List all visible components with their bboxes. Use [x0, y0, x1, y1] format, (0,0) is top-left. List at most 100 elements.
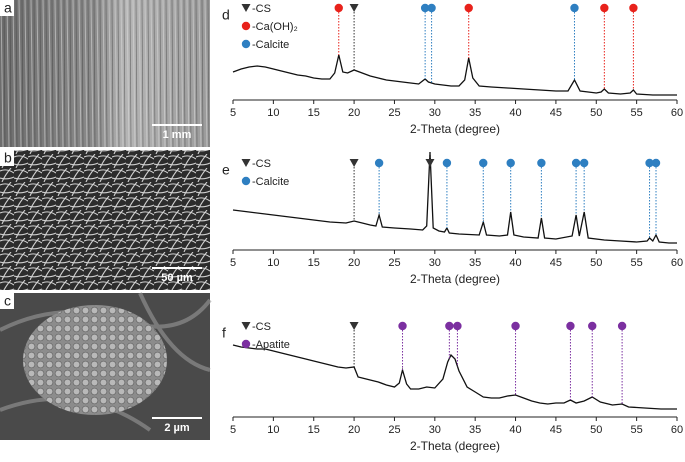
sem-labels: a 1 mm b 50 µm c 2 µm [0, 0, 202, 434]
legend-symbol [241, 322, 251, 330]
legend-label: -CS [252, 158, 271, 170]
x-tick-label: 60 [671, 424, 683, 436]
peak-marker [334, 3, 343, 13]
scale-bar-label: 50 µm [161, 272, 193, 284]
panel-letter: a [4, 0, 12, 16]
peak-marker [464, 3, 473, 13]
panel-letter: b [4, 150, 12, 166]
sem-image-a [0, 0, 210, 147]
legend-label: -Calcite [252, 176, 289, 188]
x-axis-label: 2-Theta (degree) [410, 122, 500, 136]
panel-letter-bg [0, 0, 14, 16]
x-tick-label: 55 [631, 107, 643, 119]
x-tick-label: 60 [671, 257, 683, 269]
x-tick-label: 50 [590, 257, 602, 269]
legend-symbol [241, 39, 251, 49]
x-axis-label: 2-Theta (degree) [410, 272, 500, 286]
x-tick-label: 20 [348, 257, 360, 269]
legend-label: -Apatite [252, 339, 290, 351]
xrd-pattern [232, 344, 677, 410]
peak-marker [617, 321, 627, 331]
legend-label: -Calcite [252, 39, 289, 51]
panel-letter-bg [0, 293, 14, 309]
peak-marker [571, 158, 581, 168]
peak-marker [398, 321, 407, 331]
peak-marker [425, 159, 435, 167]
peak-marker [349, 159, 359, 167]
x-tick-label: 25 [388, 257, 400, 269]
xrd-pattern [232, 151, 677, 244]
panel-letter: f [222, 325, 226, 341]
legend-symbol [241, 21, 251, 31]
x-tick-label: 55 [631, 424, 643, 436]
peak-marker [600, 3, 609, 13]
peak-marker [349, 4, 359, 12]
peak-marker [442, 158, 452, 168]
x-tick-label: 15 [308, 107, 320, 119]
x-tick-label: 60 [671, 107, 683, 119]
scale-bar-label: 2 µm [164, 422, 190, 434]
x-tick-label: 10 [267, 424, 279, 436]
legend-symbol [241, 339, 251, 349]
panel-letter: d [222, 7, 230, 23]
charts: d5 10 15 20 25 30 35 40 45 50 55 602-Theta (degree)… [222, 3, 683, 453]
x-tick-label: 35 [469, 107, 481, 119]
panel-letter: c [4, 293, 11, 309]
x-tick-label: 45 [550, 107, 562, 119]
x-tick-label: 45 [550, 257, 562, 269]
peak-marker [579, 158, 589, 168]
x-tick-label: 40 [509, 107, 521, 119]
scale-bar-label: 1 mm [163, 129, 192, 141]
peak-marker [537, 158, 546, 168]
xrd-pattern [232, 54, 677, 96]
x-tick-label: 5 [230, 257, 236, 269]
peak-marker [479, 158, 488, 168]
legend-label: -CS [252, 321, 271, 333]
x-tick-label: 25 [388, 424, 400, 436]
peak-marker [420, 3, 430, 13]
x-tick-label: 15 [308, 257, 320, 269]
x-tick-label: 40 [509, 424, 521, 436]
peak-marker [506, 158, 515, 168]
legend-label: -Ca(OH)₂ [252, 21, 298, 33]
peak-marker [651, 158, 661, 168]
x-tick-label: 30 [429, 107, 441, 119]
x-tick-label: 50 [590, 107, 602, 119]
x-tick-label: 5 [230, 424, 236, 436]
legend-symbol [241, 4, 251, 12]
x-tick-label: 10 [267, 107, 279, 119]
peak-marker [511, 321, 520, 331]
x-axis-label: 2-Theta (degree) [410, 439, 500, 453]
x-tick-label: 45 [550, 424, 562, 436]
x-tick-label: 55 [631, 257, 643, 269]
peak-marker [588, 321, 597, 331]
panel-letter-bg [0, 150, 14, 166]
peak-marker [349, 322, 359, 330]
peak-marker [645, 158, 654, 168]
x-tick-label: 20 [348, 424, 360, 436]
legend-symbol [241, 159, 251, 167]
peak-marker [566, 321, 575, 331]
x-tick-label: 15 [308, 424, 320, 436]
x-tick-label: 40 [509, 257, 521, 269]
x-tick-label: 35 [469, 257, 481, 269]
x-tick-label: 5 [230, 107, 236, 119]
x-tick-label: 25 [388, 107, 400, 119]
panel-letter: e [222, 162, 230, 178]
x-tick-label: 50 [590, 424, 602, 436]
peak-marker [374, 158, 384, 168]
x-tick-label: 35 [469, 424, 481, 436]
legend-label: -CS [252, 3, 271, 15]
x-tick-label: 10 [267, 257, 279, 269]
peak-marker [427, 3, 436, 13]
legend-symbol [241, 176, 251, 186]
sem-image-b [0, 150, 210, 290]
x-tick-label: 20 [348, 107, 360, 119]
peak-marker [453, 321, 462, 331]
sem-image-c [0, 292, 212, 440]
x-tick-label: 30 [429, 424, 441, 436]
peak-marker [570, 3, 579, 13]
x-tick-label: 30 [429, 257, 441, 269]
peak-marker [629, 3, 638, 13]
